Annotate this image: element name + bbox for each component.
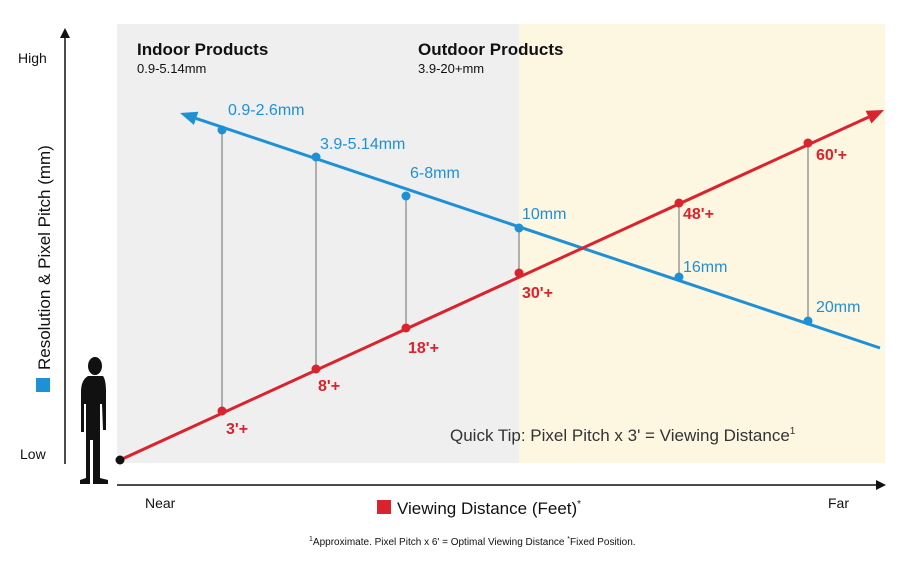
footnote-sup1: 1	[309, 536, 313, 543]
distance-point	[803, 138, 813, 148]
x-axis-color-marker	[377, 500, 391, 514]
footnote-text2: Fixed Position.	[570, 537, 636, 548]
viewing-distance-line	[119, 115, 870, 462]
quick-tip: Quick Tip: Pixel Pitch x 3' = Viewing Di…	[450, 426, 796, 445]
pixel-pitch-line-arrowhead	[180, 111, 199, 126]
footnote-text1: Approximate. Pixel Pitch x 6' = Optimal …	[313, 537, 567, 548]
distance-label: 30'+	[522, 285, 553, 302]
indoor-region	[117, 24, 519, 463]
trend-lines	[115, 110, 884, 465]
distance-label: 18'+	[408, 340, 439, 357]
distance-point	[514, 268, 524, 278]
pitch-label: 16mm	[683, 259, 727, 276]
pitch-point	[311, 152, 321, 162]
outdoor-range: 3.9-20+mm	[418, 61, 484, 76]
indoor-title: Indoor Products	[137, 40, 268, 59]
y-axis-title: Resolution & Pixel Pitch (mm)	[35, 145, 54, 370]
pitch-point	[674, 272, 684, 282]
pixel-pitch-line	[195, 116, 881, 350]
footnote-sup2: *	[567, 536, 570, 543]
pitch-point	[217, 125, 227, 135]
person-icon	[80, 357, 108, 484]
x-axis-title-suffix: *	[577, 499, 581, 510]
viewing-distance-line-arrowhead	[865, 110, 884, 124]
distance-label: 8'+	[318, 378, 340, 395]
x-axis-far-label: Far	[828, 495, 849, 511]
outdoor-title: Outdoor Products	[418, 40, 563, 59]
pitch-label: 20mm	[816, 299, 860, 316]
distance-point	[217, 406, 227, 416]
pitch-point	[803, 316, 813, 326]
data-marks: 0.9-2.6mm 3.9-5.14mm 6-8mm 10mm 16mm 20mm 3'+ 8…	[217, 102, 860, 438]
x-axis-title: Viewing Distance (Feet)*	[397, 499, 581, 518]
y-axis-low-label: Low	[20, 446, 47, 462]
outdoor-region	[519, 24, 885, 463]
distance-point	[311, 364, 321, 374]
pitch-label: 3.9-5.14mm	[320, 136, 405, 153]
pitch-point	[514, 223, 524, 233]
y-axis-high-label: High	[18, 50, 47, 66]
indoor-range: 0.9-5.14mm	[137, 61, 206, 76]
x-axis-near-label: Near	[145, 495, 176, 511]
pitch-point	[401, 191, 411, 201]
pitch-label: 10mm	[522, 206, 566, 223]
origin-point	[115, 455, 125, 465]
distance-label: 48'+	[683, 206, 714, 223]
distance-label: 60'+	[816, 147, 847, 164]
pitch-label: 6-8mm	[410, 165, 460, 182]
quick-tip-sup: 1	[790, 426, 796, 437]
distance-label: 3'+	[226, 421, 248, 438]
distance-point	[401, 323, 411, 333]
x-axis-title-text: Viewing Distance (Feet)	[397, 499, 577, 518]
distance-point	[674, 198, 684, 208]
pitch-label: 0.9-2.6mm	[228, 102, 304, 119]
y-axis-color-marker	[36, 378, 50, 392]
y-axis-title-group: Resolution & Pixel Pitch (mm)	[35, 145, 54, 392]
quick-tip-text: Quick Tip: Pixel Pitch x 3' = Viewing Di…	[450, 426, 790, 445]
footnote: 1Approximate. Pixel Pitch x 6' = Optimal…	[309, 536, 636, 548]
connector-lines	[221, 130, 809, 411]
